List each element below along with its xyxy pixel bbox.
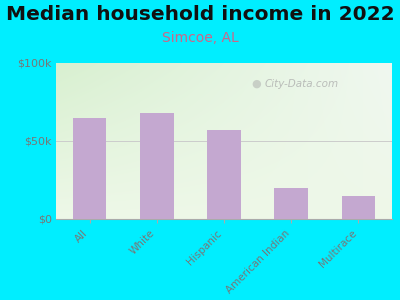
Text: Simcoe, AL: Simcoe, AL xyxy=(162,32,238,46)
Text: ●: ● xyxy=(251,79,261,88)
Bar xyxy=(140,113,174,219)
Text: Median household income in 2022: Median household income in 2022 xyxy=(6,4,394,23)
Text: City-Data.com: City-Data.com xyxy=(264,79,338,88)
Bar xyxy=(73,118,106,219)
Bar xyxy=(207,130,241,219)
Bar xyxy=(274,188,308,219)
Bar xyxy=(342,196,375,219)
